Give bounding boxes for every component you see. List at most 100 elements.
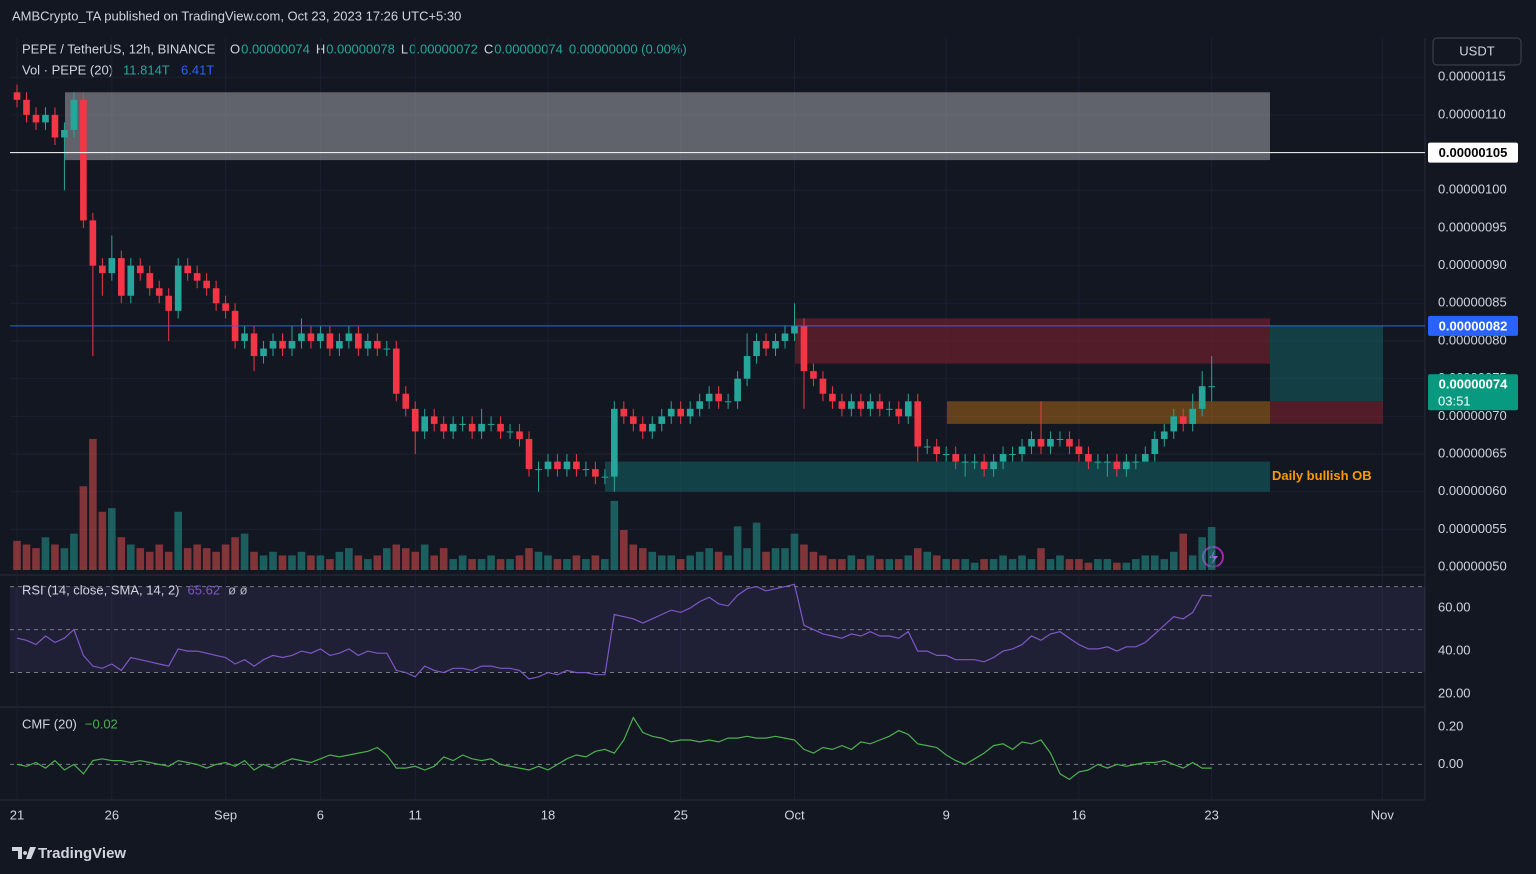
volume-bar xyxy=(326,559,334,570)
volume-bar xyxy=(989,559,998,570)
price-tag-label: 0.00000105 xyxy=(1439,145,1508,160)
volume-bar xyxy=(1207,526,1216,570)
candle-body xyxy=(1047,438,1054,447)
x-tick-label: 21 xyxy=(10,807,24,822)
y-tick-label: 0.20 xyxy=(1438,718,1463,733)
volume-bar xyxy=(582,559,590,570)
candle-body xyxy=(696,401,703,409)
ohlc-value: 0.00000074 xyxy=(494,41,563,56)
symbol-title: PEPE / TetherUS, 12h, BINANCE xyxy=(22,41,216,56)
candle-body xyxy=(734,378,741,402)
candle-body xyxy=(601,476,609,478)
candle-body xyxy=(61,129,68,138)
volume-bar xyxy=(695,551,704,570)
volume-bar xyxy=(885,559,894,570)
volume-bar xyxy=(1084,562,1093,570)
volume-bar xyxy=(828,559,837,570)
volume-bar xyxy=(648,551,657,570)
candle-body xyxy=(715,393,722,402)
price-tag xyxy=(1428,315,1518,336)
indicator-title: RSI (14, close, SMA, 14, 2) xyxy=(22,582,180,597)
volume-bar xyxy=(847,555,856,570)
publisher: AMBCrypto_TA published on TradingView.co… xyxy=(12,8,461,23)
volume-bar xyxy=(98,511,107,570)
candle-body xyxy=(117,258,125,296)
volume-bar xyxy=(1065,559,1074,570)
volume-bar xyxy=(32,548,40,570)
candle-body xyxy=(810,371,817,379)
candle-body xyxy=(307,333,315,341)
y-tick-label: 0.00000050 xyxy=(1438,559,1507,574)
volume-bar xyxy=(183,548,192,570)
volume-bar xyxy=(942,559,950,570)
ohlc-value: 0.00000074 xyxy=(241,41,310,56)
candle-body xyxy=(1094,461,1102,463)
volume-bar xyxy=(373,555,382,570)
volume-bar xyxy=(1160,559,1169,570)
candle-body xyxy=(772,340,779,349)
volume-bar xyxy=(629,544,638,570)
ohlc-value: 0.00000078 xyxy=(326,41,395,56)
y-tick-label: 0.00000055 xyxy=(1438,521,1507,536)
volume-bar xyxy=(297,551,306,570)
volume-bar xyxy=(923,551,932,570)
candle-body xyxy=(317,333,324,341)
candle-body xyxy=(554,461,561,470)
currency[interactable]: USDT xyxy=(1459,43,1494,58)
volume-bar xyxy=(1198,537,1206,570)
candle-body xyxy=(345,333,353,341)
x-tick-label: 16 xyxy=(1072,807,1086,822)
candle-body xyxy=(250,333,258,357)
ohlc-value: 0.00000072 xyxy=(409,41,478,56)
volume-bar xyxy=(155,544,164,570)
indicator-value: 65.62 xyxy=(188,582,221,597)
y-tick-label: 0.00000100 xyxy=(1438,182,1507,197)
candle-body xyxy=(392,348,400,394)
x-tick-label: Oct xyxy=(784,807,805,822)
volume-bar xyxy=(1094,559,1102,570)
volume-bar xyxy=(724,555,732,570)
candle-body xyxy=(781,333,789,341)
volume-bar xyxy=(240,533,249,570)
candle-body xyxy=(838,401,846,409)
volume-bar xyxy=(932,555,941,570)
candle-body xyxy=(914,401,922,447)
candle-body xyxy=(298,333,305,341)
volume-ma: 6.41T xyxy=(181,62,214,77)
volume-bar xyxy=(591,555,600,570)
volume-bar xyxy=(762,551,770,570)
volume-bar xyxy=(913,548,922,570)
volume-bar xyxy=(60,548,69,570)
candle-body xyxy=(686,408,694,417)
price-tag xyxy=(1428,142,1518,163)
x-tick-label: 23 xyxy=(1204,807,1218,822)
candle-body xyxy=(70,99,78,130)
volume-bar xyxy=(525,548,533,570)
volume-bar xyxy=(838,559,846,570)
volume-bar xyxy=(790,533,799,570)
candle-body xyxy=(373,340,381,349)
y-tick-label: 0.00000085 xyxy=(1438,295,1507,310)
zone xyxy=(605,461,1270,492)
candle-body xyxy=(506,431,514,433)
y-tick-label: 60.00 xyxy=(1438,600,1471,615)
candle-body xyxy=(174,265,182,311)
candle-body xyxy=(13,92,21,100)
candle-body xyxy=(961,461,969,463)
volume-bar xyxy=(1169,551,1178,570)
volume-bar xyxy=(1027,559,1036,570)
y-tick-label: 0.00000115 xyxy=(1438,69,1506,84)
candle-body xyxy=(848,401,855,409)
candle-body xyxy=(904,401,912,417)
volume-bar xyxy=(638,548,647,570)
volume-bar xyxy=(1132,559,1140,570)
currency-button[interactable] xyxy=(1432,37,1522,66)
volume-bar xyxy=(553,559,562,570)
volume-bar xyxy=(13,540,21,570)
last-price-label: 0.00000074 xyxy=(1439,377,1508,392)
candle-body xyxy=(383,348,391,350)
volume-bar xyxy=(800,544,808,570)
volume-bar xyxy=(1141,555,1150,570)
